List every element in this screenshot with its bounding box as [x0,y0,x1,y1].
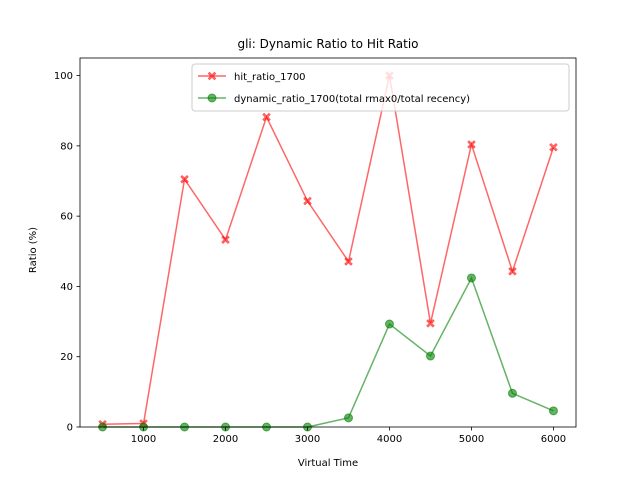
data-point-2-8 [384,319,394,329]
data-point-1-10 [467,140,476,149]
data-point-1-4 [221,235,230,245]
legend-marker-1 [207,71,217,81]
series-line-1 [102,75,555,425]
x-tick-label-3000: 3000 [295,434,320,445]
x-tick-label-6000: 6000 [541,434,566,445]
y-tick-label-100: 100 [54,71,73,82]
data-point-2-10 [466,273,476,283]
y-tick-label-60: 60 [60,212,73,223]
data-point-2-12 [548,406,558,416]
y-tick-label-40: 40 [60,282,73,293]
data-point-1-3 [180,174,189,184]
chart-title: gli: Dynamic Ratio to Hit Ratio [237,37,418,51]
x-tick-label-4000: 4000 [377,434,402,445]
y-tick-label-80: 80 [60,141,73,152]
data-point-2-11 [507,388,517,398]
data-point-2-9 [425,351,435,361]
legend: hit_ratio_1700 dynamic_ratio_1700(total r… [191,63,570,112]
x-tick-label-2000: 2000 [213,434,238,445]
data-point-2-7 [343,413,353,423]
x-tick-label-1000: 1000 [131,434,156,445]
legend-label-2: dynamic_ratio_1700(total rmax0/total rec… [234,94,470,105]
data-point-1-7 [344,257,353,266]
data-point-1-6 [303,196,312,206]
y-tick-label-20: 20 [60,352,73,363]
data-point-1-5 [262,112,271,122]
y-axis-label: Ratio (%) [28,227,39,273]
legend-box [191,63,570,112]
legend-label-1: hit_ratio_1700 [234,72,306,83]
x-tick-label-5000: 5000 [459,434,484,445]
y-tick-label-0: 0 [67,423,73,434]
data-point-1-11 [508,266,517,276]
axes-frame [79,57,577,428]
data-point-1-9 [426,318,435,328]
x-axis-label: Virtual Time [298,458,358,469]
data-point-1-12 [549,142,558,152]
legend-marker-2 [207,93,217,103]
